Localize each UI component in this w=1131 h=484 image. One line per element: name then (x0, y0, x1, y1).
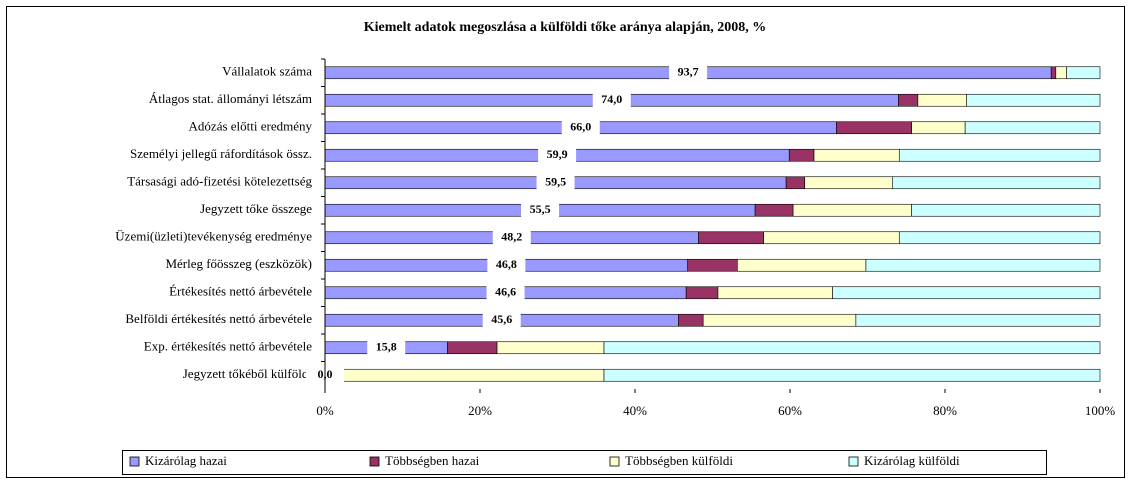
legend-swatch (609, 456, 620, 467)
x-tick-label: 40% (623, 403, 647, 418)
bar-segment (324, 368, 605, 382)
y-tick-label: Vállalatok száma (222, 64, 312, 79)
bar-segment (447, 341, 498, 355)
y-tick-label: Átlagos stat. állományi létszám (149, 91, 312, 106)
bar-segment (911, 121, 966, 135)
bar-segment (763, 231, 900, 245)
data-label: 93,7 (678, 65, 699, 79)
data-label: 45,6 (491, 312, 512, 326)
chart-title: Kiemelt adatok megoszlása a külföldi tők… (364, 20, 767, 35)
y-tick-label: Adózás előtti eredmény (189, 119, 313, 134)
y-tick-label: Jegyzett tőke összege (200, 201, 312, 216)
legend-label: Kizárólag külföldi (864, 453, 960, 468)
bar-segment (865, 258, 1101, 272)
y-tick-label: Üzemi(üzleti)tevékenység eredménye (115, 229, 312, 244)
bar-segment (832, 286, 1101, 300)
data-label: 46,8 (496, 257, 517, 271)
y-tick-label: Jegyzett tőkéből külföldi (183, 366, 313, 381)
bar-segment (788, 148, 815, 162)
x-tick-label: 20% (468, 403, 492, 418)
bar-segment (678, 313, 704, 327)
data-label-bg (486, 284, 525, 301)
legend-label: Kizárólag hazai (145, 453, 227, 468)
bar-segment (1066, 66, 1101, 80)
bar-segment (496, 341, 605, 355)
data-label-bg (536, 174, 575, 191)
bar-segment (898, 93, 919, 107)
x-tick-label: 0% (316, 403, 334, 418)
bar-segment (891, 176, 1101, 190)
x-tick-label: 80% (933, 403, 957, 418)
data-label: 15,8 (376, 340, 397, 354)
bar-segment (785, 176, 806, 190)
data-label: 66,0 (570, 120, 591, 134)
data-label: 55,5 (530, 202, 551, 216)
data-label: 59,9 (547, 147, 568, 161)
data-label: 59,5 (545, 175, 566, 189)
bar-segment (813, 148, 900, 162)
data-label-bg (592, 92, 631, 109)
bar-segment (702, 313, 857, 327)
data-label-bg (487, 257, 526, 274)
legend-swatch (369, 456, 380, 467)
y-tick-label: Személyi jellegű ráfordítások össz. (130, 146, 312, 161)
bar-segment (792, 203, 912, 217)
y-tick-label: Mérleg főösszeg (eszközök) (165, 256, 312, 271)
y-tick-label: Értékesítés nettó árbevétele (169, 284, 312, 299)
bar-segment (717, 286, 833, 300)
data-label-bg (482, 312, 521, 329)
data-label-bg (669, 64, 708, 81)
legend-label: Többségben külföldi (625, 453, 733, 468)
bar-segment (1050, 66, 1057, 80)
bar-segment (966, 93, 1101, 107)
bar-segment (1055, 66, 1067, 80)
bar-segment (687, 258, 738, 272)
bar-segment (698, 231, 764, 245)
bar-segment (898, 231, 1101, 245)
data-label: 74,0 (601, 92, 622, 106)
legend-swatch (129, 456, 140, 467)
bar-segment (804, 176, 893, 190)
legend-box (122, 450, 1047, 475)
bar-segment (855, 313, 1101, 327)
bar-segment (911, 203, 1101, 217)
x-tick-label: 100% (1085, 403, 1116, 418)
y-tick-label: Társasági adó-fizetési kötelezettség (127, 174, 312, 189)
bar-segment (736, 258, 867, 272)
y-tick-label: Belföldi értékesítés nettó árbevétele (125, 311, 312, 326)
data-label-bg (521, 202, 560, 219)
data-label-bg (538, 147, 577, 164)
x-tick-label: 60% (778, 403, 802, 418)
y-tick-label: Exp. értékesítés nettó árbevétele (144, 339, 312, 354)
data-label-bg (367, 339, 406, 356)
bar-segment (917, 93, 968, 107)
bar-segment (898, 148, 1101, 162)
bar-segment (754, 203, 794, 217)
bar-segment (964, 121, 1101, 135)
data-label: 48,2 (501, 230, 522, 244)
bar-segment (603, 341, 1101, 355)
data-label-bg (561, 119, 600, 136)
bar-segment (836, 121, 912, 135)
legend-label: Többségben hazai (385, 453, 480, 468)
bar-segment (685, 286, 719, 300)
data-label-bg (492, 229, 531, 246)
bar-segment (603, 368, 1101, 382)
legend-swatch (848, 456, 859, 467)
data-label: 46,6 (495, 285, 516, 299)
